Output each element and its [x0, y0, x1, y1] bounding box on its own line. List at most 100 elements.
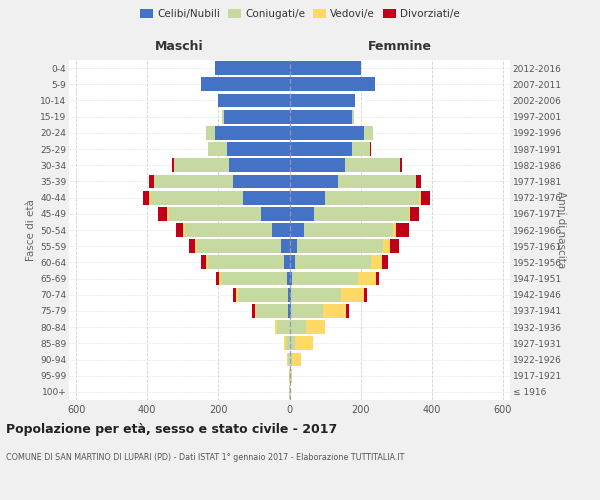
Bar	[416, 174, 421, 188]
Bar	[290, 94, 355, 108]
Bar	[383, 240, 390, 253]
Bar	[197, 240, 281, 253]
Bar	[222, 110, 224, 124]
Bar	[290, 336, 295, 350]
Bar	[352, 142, 370, 156]
Bar	[341, 288, 364, 302]
Bar	[400, 158, 401, 172]
Bar	[176, 223, 183, 237]
Bar	[233, 174, 290, 188]
Bar	[158, 207, 167, 220]
Bar	[169, 207, 261, 220]
Bar	[172, 158, 174, 172]
Bar	[208, 142, 227, 156]
Bar	[286, 336, 290, 350]
Bar	[288, 288, 290, 302]
Bar	[396, 223, 409, 237]
Bar	[390, 240, 398, 253]
Bar	[238, 288, 288, 302]
Bar	[290, 190, 325, 204]
Bar	[200, 78, 290, 91]
Bar	[292, 352, 301, 366]
Bar	[284, 336, 286, 350]
Bar	[364, 126, 373, 140]
Bar	[200, 256, 206, 270]
Bar	[224, 110, 290, 124]
Bar	[183, 223, 185, 237]
Bar	[419, 190, 421, 204]
Bar	[143, 190, 149, 204]
Y-axis label: Fasce di età: Fasce di età	[26, 199, 36, 261]
Bar	[410, 207, 419, 220]
Bar	[323, 304, 346, 318]
Bar	[290, 240, 298, 253]
Bar	[409, 207, 410, 220]
Bar	[189, 240, 195, 253]
Bar	[290, 304, 323, 318]
Bar	[292, 272, 358, 285]
Bar	[256, 304, 289, 318]
Text: COMUNE DI SAN MARTINO DI LUPARI (PD) - Dati ISTAT 1° gennaio 2017 - Elaborazione: COMUNE DI SAN MARTINO DI LUPARI (PD) - D…	[6, 452, 404, 462]
Bar	[254, 304, 256, 318]
Bar	[344, 158, 400, 172]
Bar	[346, 304, 349, 318]
Bar	[290, 272, 292, 285]
Bar	[290, 207, 314, 220]
Bar	[208, 256, 284, 270]
Bar	[243, 190, 290, 204]
Bar	[290, 126, 364, 140]
Bar	[290, 320, 305, 334]
Bar	[219, 272, 221, 285]
Bar	[287, 272, 290, 285]
Bar	[364, 288, 367, 302]
Bar	[236, 288, 238, 302]
Bar	[290, 369, 292, 382]
Bar	[421, 190, 430, 204]
Bar	[206, 126, 215, 140]
Bar	[338, 174, 416, 188]
Bar	[314, 207, 409, 220]
Bar	[149, 190, 151, 204]
Bar	[290, 288, 291, 302]
Bar	[382, 256, 388, 270]
Y-axis label: Anni di nascita: Anni di nascita	[556, 192, 566, 268]
Bar	[376, 272, 379, 285]
Bar	[216, 272, 219, 285]
Bar	[167, 207, 169, 220]
Bar	[290, 158, 344, 172]
Bar	[277, 320, 290, 334]
Bar	[221, 272, 287, 285]
Legend: Celibi/Nubili, Coniugati/e, Vedovi/e, Divorziati/e: Celibi/Nubili, Coniugati/e, Vedovi/e, Di…	[136, 5, 464, 24]
Bar	[261, 207, 290, 220]
Bar	[154, 174, 233, 188]
Bar	[290, 223, 304, 237]
Bar	[288, 352, 290, 366]
Bar	[185, 223, 272, 237]
Bar	[358, 272, 376, 285]
Text: Femmine: Femmine	[368, 40, 432, 52]
Bar	[206, 256, 208, 270]
Bar	[281, 240, 290, 253]
Text: Popolazione per età, sesso e stato civile - 2017: Popolazione per età, sesso e stato civil…	[6, 422, 337, 436]
Bar	[272, 223, 290, 237]
Bar	[227, 142, 290, 156]
Bar	[284, 256, 290, 270]
Bar	[305, 320, 325, 334]
Bar	[291, 288, 341, 302]
Bar	[289, 369, 290, 382]
Bar	[295, 256, 371, 270]
Bar	[174, 158, 229, 172]
Bar	[325, 190, 419, 204]
Bar	[371, 256, 382, 270]
Bar	[290, 142, 352, 156]
Bar	[290, 110, 352, 124]
Bar	[298, 240, 383, 253]
Bar	[370, 142, 371, 156]
Bar	[252, 304, 254, 318]
Bar	[290, 256, 295, 270]
Bar	[290, 352, 292, 366]
Text: Maschi: Maschi	[155, 40, 203, 52]
Bar	[290, 78, 375, 91]
Bar	[289, 304, 290, 318]
Bar	[287, 352, 288, 366]
